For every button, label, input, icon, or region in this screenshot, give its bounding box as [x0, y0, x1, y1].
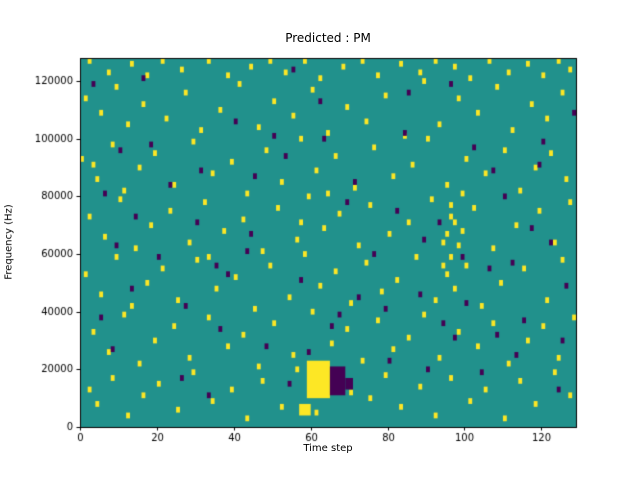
y-axis-label: Frequency (Hz) [3, 204, 15, 280]
x-axis-label: Time step [303, 443, 353, 454]
chart-title: Predicted : PM [285, 31, 371, 45]
